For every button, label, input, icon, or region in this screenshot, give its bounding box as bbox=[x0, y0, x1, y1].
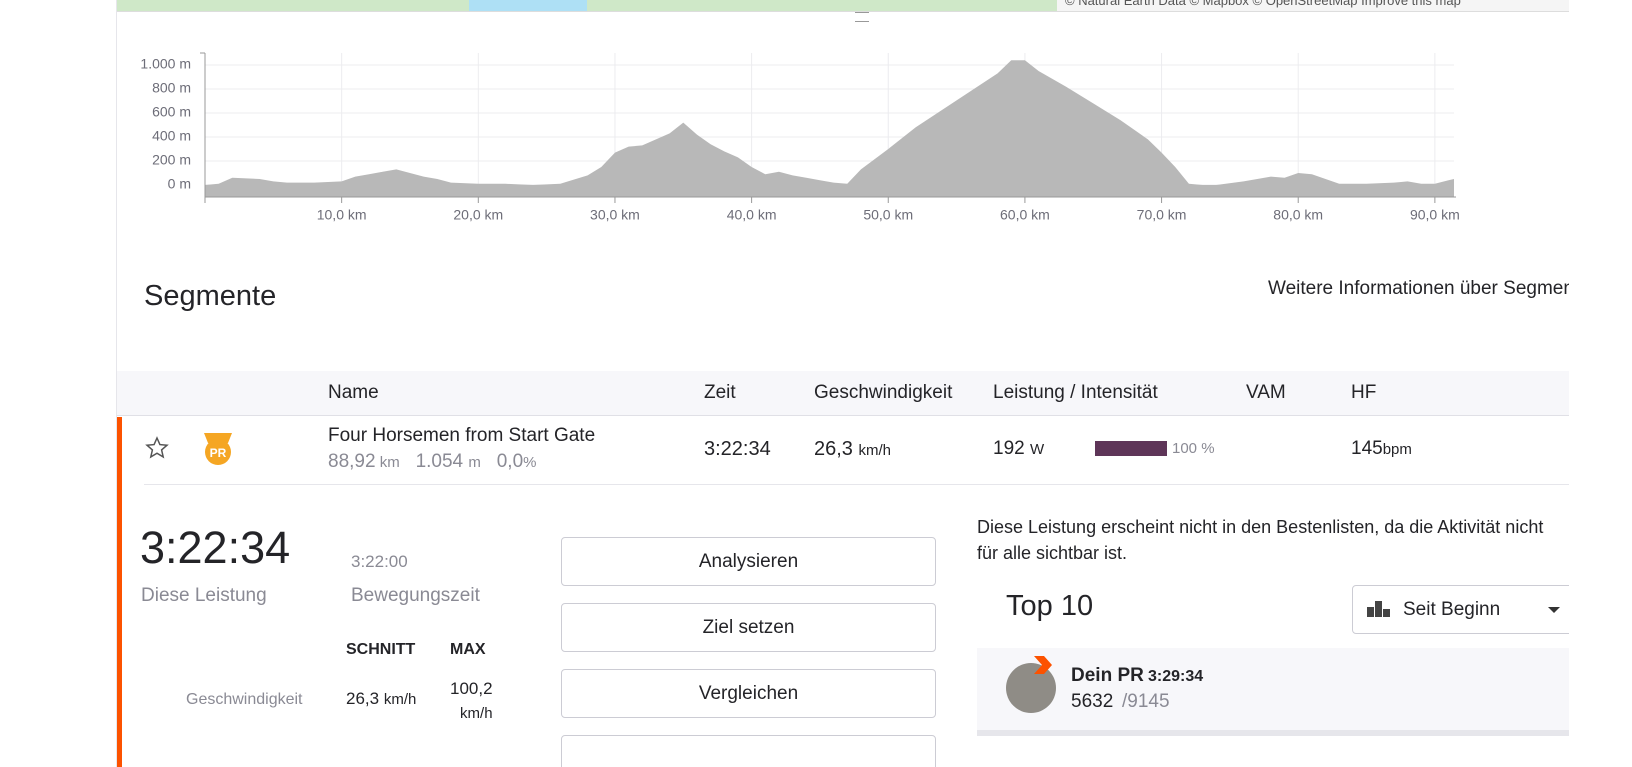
x-tick-label: 80,0 km bbox=[1273, 207, 1323, 223]
y-tick-label: 400 m bbox=[152, 128, 191, 144]
header: Leistung / Intensität bbox=[993, 382, 1158, 403]
main: © Natural Earth Data © Mapbox © OpenStre… bbox=[116, 0, 1569, 767]
avg-value: 26,3 km/h bbox=[346, 689, 416, 709]
metric-label: Geschwindigkeit bbox=[186, 691, 303, 708]
pr-time: 3:29:34 bbox=[1148, 668, 1204, 685]
divider bbox=[144, 484, 1569, 485]
header: VAM bbox=[1246, 382, 1286, 403]
effort-time: 3:22:34 bbox=[140, 522, 291, 573]
header: HF bbox=[1351, 382, 1377, 403]
map: © Natural Earth Data © Mapbox © OpenStre… bbox=[117, 0, 1569, 22]
button[interactable] bbox=[561, 735, 936, 767]
section-title: Segmente bbox=[144, 280, 277, 312]
speed: 26,3 km/h bbox=[814, 438, 891, 461]
table-header bbox=[117, 371, 1569, 416]
col-header: SCHNITT bbox=[346, 641, 416, 658]
unit: km/h bbox=[460, 705, 493, 722]
pr-badge: PR bbox=[201, 431, 235, 467]
distance: 88,92 bbox=[328, 451, 376, 472]
unit: km/h bbox=[858, 442, 892, 459]
unit: m bbox=[468, 454, 481, 471]
avatar bbox=[1006, 663, 1056, 713]
power-value: 192 bbox=[993, 438, 1025, 459]
rank-total: /9145 bbox=[1122, 691, 1170, 712]
star-icon[interactable] bbox=[145, 436, 169, 460]
elevation: 1.054 bbox=[415, 451, 464, 472]
pr-label: Dein PR bbox=[1071, 665, 1144, 686]
pr-badge-text: PR bbox=[209, 446, 227, 460]
hr-value: 145 bbox=[1351, 438, 1383, 459]
time: 3:22:34 bbox=[704, 438, 771, 460]
y-tick-label: 200 m bbox=[152, 152, 191, 168]
button[interactable]: Ziel setzen bbox=[561, 603, 936, 652]
more-info-link[interactable]: Weitere Informationen über Segmente bbox=[1268, 278, 1569, 299]
x-tick-label: 30,0 km bbox=[590, 207, 640, 223]
header: Zeit bbox=[704, 382, 736, 403]
x-tick-label: 60,0 km bbox=[1000, 207, 1050, 223]
header: Name bbox=[328, 382, 379, 403]
moving-label: Bewegungszeit bbox=[351, 585, 480, 606]
notice: Diese Leistung erscheint nicht in den Be… bbox=[977, 517, 1544, 563]
rank: 5632 bbox=[1071, 691, 1114, 712]
value: 26,3 bbox=[346, 689, 380, 708]
y-tick-label: 600 m bbox=[152, 104, 191, 120]
button[interactable]: Analysieren bbox=[561, 537, 936, 586]
unit: bpm bbox=[1382, 441, 1412, 458]
segment-stats: 88,92 km 1.054 m 0,0% bbox=[328, 451, 537, 473]
unit: W bbox=[1029, 441, 1045, 458]
power: 192 W bbox=[993, 438, 1044, 460]
col-header: MAX bbox=[450, 641, 486, 658]
moving-time: 3:22:00 bbox=[351, 552, 408, 571]
intensity-bar bbox=[1095, 441, 1167, 456]
effort-label: Diese Leistung bbox=[141, 585, 267, 606]
x-tick-label: 90,0 km bbox=[1410, 207, 1460, 223]
grade: 0,0 bbox=[496, 451, 524, 472]
top10-title: Top 10 bbox=[1006, 590, 1094, 622]
header: Geschwindigkeit bbox=[814, 382, 953, 403]
unit: km/h bbox=[383, 691, 417, 708]
y-tick-label: 800 m bbox=[152, 80, 191, 96]
value: 100,2 bbox=[450, 679, 493, 698]
y-tick-label: 0 m bbox=[168, 176, 191, 192]
y-tick-label: 1.000 m bbox=[140, 56, 191, 72]
button[interactable]: Vergleichen bbox=[561, 669, 936, 718]
x-tick-label: 10,0 km bbox=[317, 207, 367, 223]
segment-name[interactable]: Four Horsemen from Start Gate bbox=[328, 425, 596, 446]
filter-dropdown[interactable]: Seit Beginn bbox=[1352, 585, 1569, 634]
filter-label: Seit Beginn bbox=[1403, 599, 1501, 620]
speed-value: 26,3 bbox=[814, 438, 853, 460]
elevation-area bbox=[205, 60, 1454, 198]
max-value: 100,2 km/h bbox=[450, 677, 493, 726]
x-tick-label: 50,0 km bbox=[863, 207, 913, 223]
selected-indicator bbox=[117, 417, 122, 767]
heart-rate: 145bpm bbox=[1351, 438, 1412, 460]
x-tick-label: 40,0 km bbox=[727, 207, 777, 223]
unit: km bbox=[379, 454, 400, 471]
elevation-chart: 0 m 200 m 400 m 600 m 800 m 1.000 m 10,0 km 20,… bbox=[140, 52, 1460, 223]
pr-row: Dein PR 3:29:34 5632 /9145 bbox=[977, 648, 1569, 736]
intensity-label: 100 % bbox=[1172, 440, 1215, 457]
x-tick-label: 20,0 km bbox=[453, 207, 503, 223]
x-tick-label: 70,0 km bbox=[1137, 207, 1187, 223]
map-attribution: © Natural Earth Data © Mapbox © OpenStre… bbox=[1057, 0, 1569, 11]
unit: % bbox=[523, 454, 537, 471]
